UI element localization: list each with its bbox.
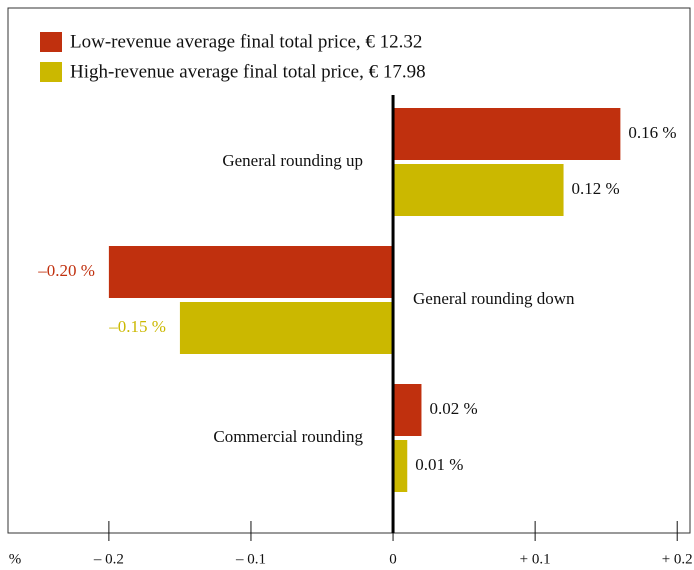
category-label: Commercial rounding	[213, 427, 363, 446]
bar	[108, 246, 394, 298]
x-tick-label: + 0.2	[662, 551, 693, 567]
bar	[393, 164, 564, 216]
plot-frame	[7, 7, 691, 534]
bar	[179, 302, 394, 354]
x-tick-label: – 0.1	[235, 551, 266, 567]
bar	[393, 384, 422, 436]
legend-label: Low-revenue average final total price, €…	[70, 31, 422, 52]
x-axis-label: %	[9, 551, 22, 567]
value-label: 0.02 %	[429, 399, 477, 418]
value-label: 0.12 %	[572, 179, 620, 198]
x-tick-label: + 0.1	[520, 551, 551, 567]
value-label: 0.01 %	[415, 455, 463, 474]
x-tick-label: 0	[389, 551, 397, 567]
category-label: General rounding up	[222, 151, 363, 170]
category-label: General rounding down	[413, 289, 575, 308]
legend-swatch	[40, 62, 62, 82]
value-label: –0.20 %	[37, 261, 95, 280]
value-label: 0.16 %	[628, 123, 676, 142]
legend-label: High-revenue average final total price, …	[70, 61, 426, 82]
value-label: –0.15 %	[108, 317, 166, 336]
x-tick-label: – 0.2	[93, 551, 124, 567]
legend-swatch	[40, 32, 62, 52]
bar	[393, 440, 408, 492]
bar	[393, 108, 621, 160]
